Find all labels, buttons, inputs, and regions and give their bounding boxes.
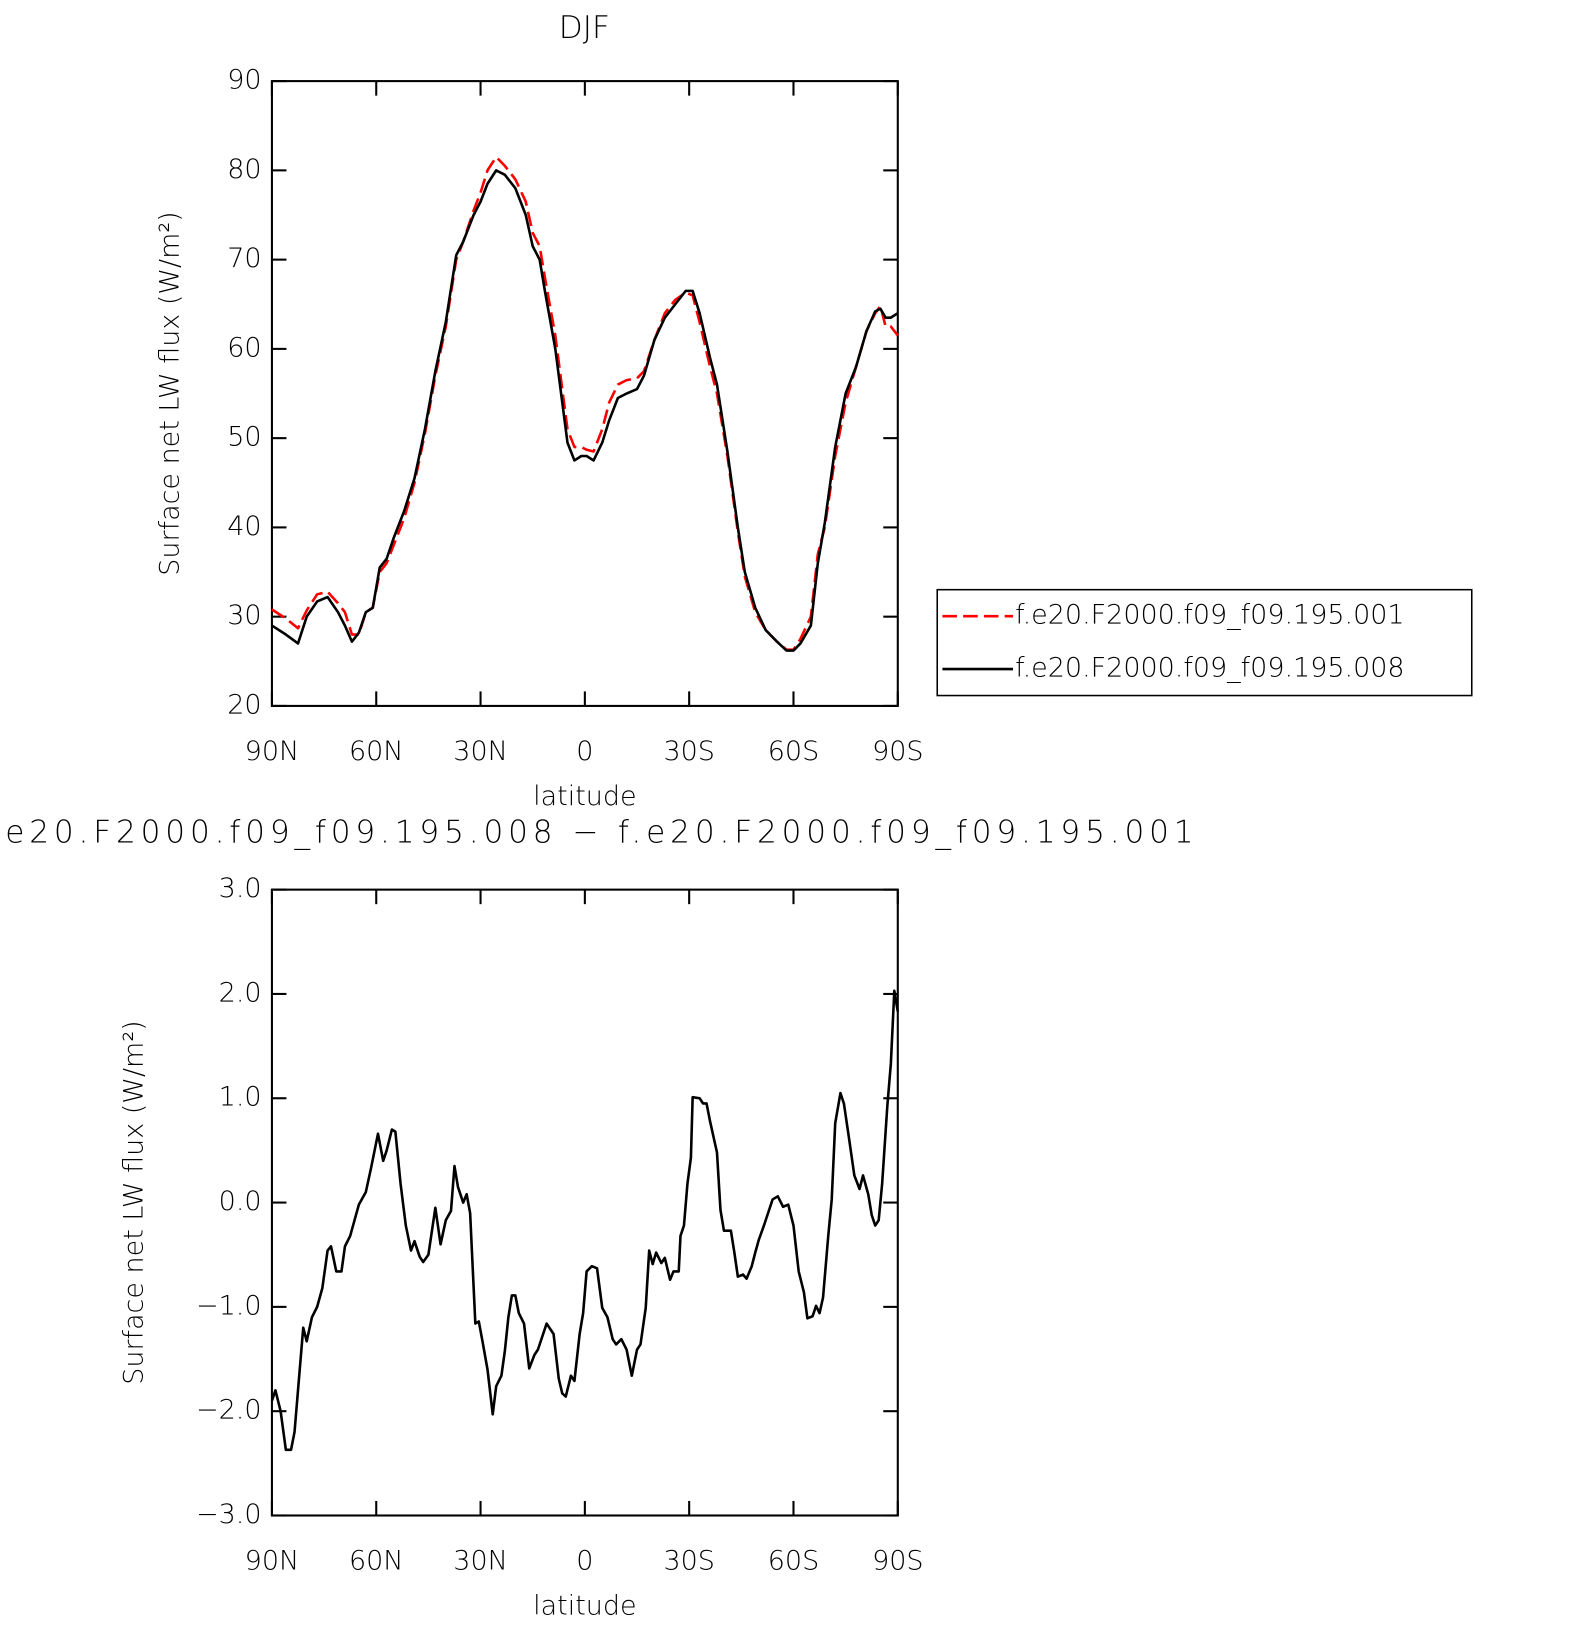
x-axis-label: latitude	[533, 781, 636, 812]
x-tick-label: 0	[576, 1546, 593, 1577]
y-tick-label: 80	[227, 154, 261, 185]
data-line	[270, 989, 900, 1452]
y-tick-label: 20	[227, 689, 261, 720]
x-tick-label: 30N	[453, 1546, 507, 1577]
y-tick-label: 90	[227, 65, 261, 96]
y-tick-label: 0.0	[219, 1186, 262, 1217]
x-tick-label: 60S	[768, 736, 819, 767]
data-line	[271, 155, 899, 651]
x-tick-label: 60N	[349, 736, 403, 767]
legend-label: f.e20.F2000.f09_f09.195.008	[1015, 653, 1405, 684]
legend-box	[936, 588, 1473, 697]
x-tick-label: 90N	[245, 736, 299, 767]
y-tick-label: 1.0	[219, 1082, 262, 1113]
x-tick-label: 90N	[245, 1546, 299, 1577]
x-tick-label: 60S	[768, 1546, 819, 1577]
chart-title: e20.F2000.f09_f09.195.008 − f.e20.F2000.…	[5, 815, 1193, 851]
x-tick-label: 90S	[872, 736, 923, 767]
y-axis-label: Surface net LW flux (W/m²)	[118, 1020, 149, 1384]
x-tick-label: 0	[576, 736, 593, 767]
y-axis-label: Surface net LW flux (W/m²)	[155, 211, 186, 575]
y-tick-label: 30	[227, 600, 261, 631]
y-tick-label: 70	[227, 243, 261, 274]
x-axis-label: latitude	[533, 1590, 636, 1621]
plot-frame	[270, 888, 899, 1517]
y-tick-label: 3.0	[219, 873, 262, 904]
plot-frame	[270, 80, 899, 707]
chart-title: DJF	[559, 10, 610, 46]
y-tick-label: −2.0	[196, 1395, 261, 1426]
x-tick-label: 60N	[349, 1546, 403, 1577]
x-tick-label: 30N	[453, 736, 507, 767]
y-tick-label: 40	[227, 511, 261, 542]
y-tick-label: −1.0	[196, 1290, 261, 1321]
y-tick-label: 50	[227, 422, 261, 453]
data-line	[271, 169, 899, 652]
y-tick-label: −3.0	[196, 1499, 261, 1530]
x-tick-label: 30S	[663, 1546, 714, 1577]
y-tick-label: 60	[227, 332, 261, 363]
x-tick-label: 30S	[663, 736, 714, 767]
y-tick-label: 2.0	[219, 977, 262, 1008]
x-tick-label: 90S	[872, 1546, 923, 1577]
legend-label: f.e20.F2000.f09_f09.195.001	[1015, 600, 1405, 631]
